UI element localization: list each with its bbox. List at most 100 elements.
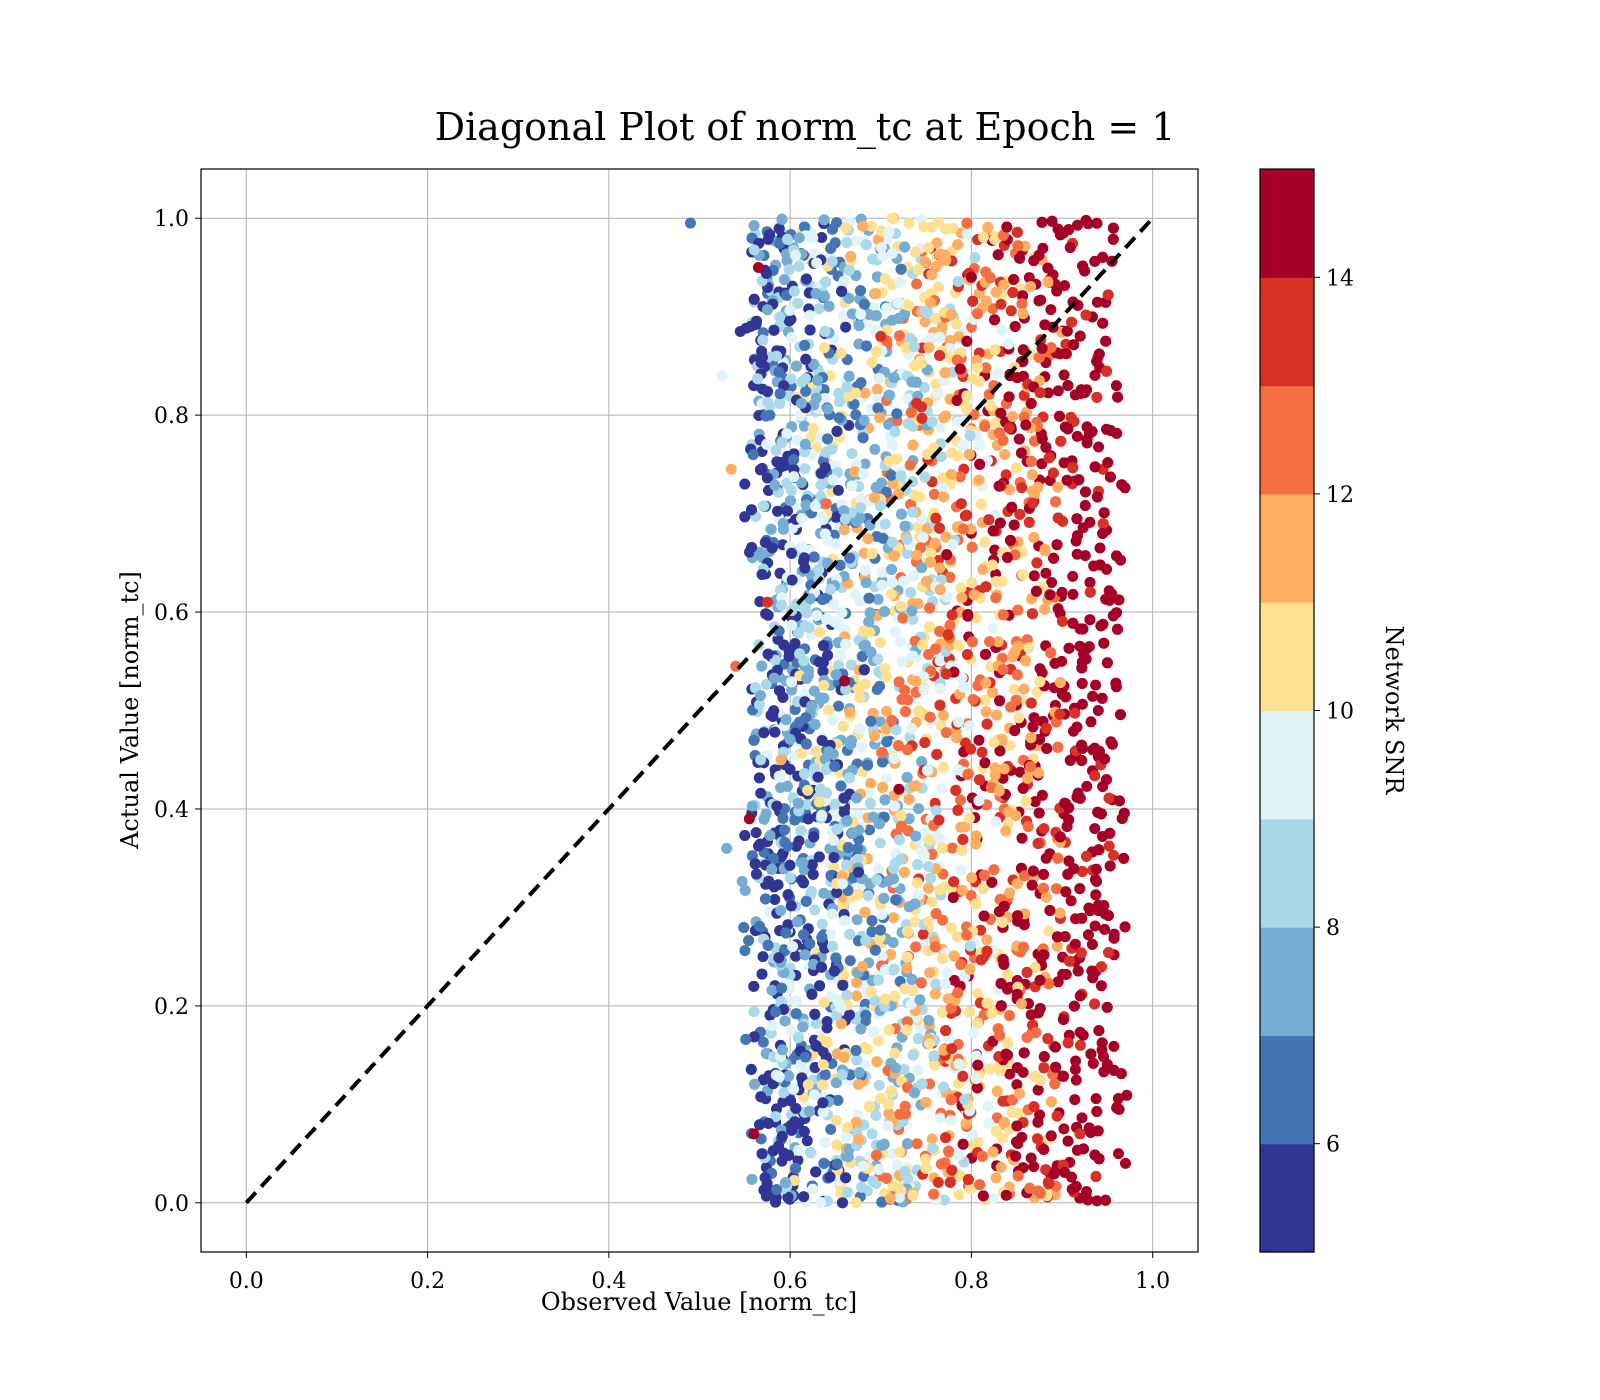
scatter-point xyxy=(755,357,767,369)
scatter-point xyxy=(1032,1133,1043,1145)
scatter-point xyxy=(992,249,1004,261)
scatter-point xyxy=(1010,1150,1022,1162)
scatter-point xyxy=(1003,338,1015,350)
scatter-point xyxy=(1011,1136,1023,1148)
scatter-point xyxy=(957,1070,969,1082)
scatter-point xyxy=(1063,224,1075,236)
scatter-point xyxy=(1091,296,1103,308)
scatter-point xyxy=(1040,722,1052,734)
scatter-point xyxy=(1076,656,1088,668)
scatter-point xyxy=(1046,215,1058,227)
scatter-point xyxy=(1009,725,1021,737)
scatter-point xyxy=(889,426,901,437)
scatter-point xyxy=(779,1015,791,1027)
scatter-point xyxy=(895,263,907,275)
scatter-point xyxy=(1025,761,1036,773)
scatter-point xyxy=(870,288,881,300)
scatter-point xyxy=(817,1106,829,1118)
scatter-point xyxy=(924,621,936,633)
scatter-point xyxy=(820,613,832,625)
scatter-point xyxy=(1037,949,1049,961)
scatter-point xyxy=(974,774,985,786)
scatter-point xyxy=(997,664,1009,676)
scatter-point xyxy=(937,868,949,880)
scatter-point xyxy=(815,467,827,479)
scatter-point xyxy=(820,276,832,288)
scatter-point xyxy=(798,1191,810,1203)
scatter-point xyxy=(1021,966,1033,978)
scatter-point xyxy=(860,577,872,589)
scatter-point xyxy=(781,780,793,792)
scatter-point xyxy=(889,800,901,812)
scatter-point xyxy=(962,609,974,620)
scatter-point xyxy=(758,1184,770,1196)
scatter-point xyxy=(952,276,964,287)
scatter-point xyxy=(817,1059,829,1071)
scatter-point xyxy=(1042,1033,1054,1045)
scatter-point xyxy=(844,552,856,564)
scatter-point xyxy=(966,636,978,648)
scatter-point xyxy=(981,718,993,730)
scatter-point xyxy=(964,940,976,952)
scatter-point xyxy=(863,592,875,604)
scatter-point xyxy=(857,220,869,232)
scatter-point xyxy=(945,1094,957,1106)
scatter-point xyxy=(894,276,906,288)
scatter-point xyxy=(994,745,1006,757)
scatter-point xyxy=(803,622,815,634)
scatter-point xyxy=(1116,813,1128,824)
scatter-point xyxy=(901,951,913,963)
scatter-point xyxy=(934,522,945,534)
scatter-point xyxy=(819,1137,831,1148)
scatter-point xyxy=(1052,512,1064,524)
scatter-point xyxy=(790,1103,802,1114)
scatter-point xyxy=(761,438,773,450)
scatter-point xyxy=(785,495,796,507)
scatter-point xyxy=(1093,905,1104,917)
scatter-point xyxy=(778,1087,790,1099)
scatter-point xyxy=(1098,637,1110,649)
scatter-point xyxy=(860,1009,872,1021)
scatter-point xyxy=(874,500,886,512)
scatter-point xyxy=(755,1091,767,1103)
scatter-point xyxy=(916,412,928,424)
scatter-point xyxy=(906,985,918,997)
scatter-point xyxy=(924,602,936,614)
scatter-point xyxy=(748,980,760,992)
scatter-point xyxy=(1086,965,1098,977)
scatter-point xyxy=(964,1183,976,1195)
scatter-point xyxy=(854,692,866,704)
scatter-point xyxy=(1034,733,1046,745)
scatter-point xyxy=(934,331,946,343)
scatter-point xyxy=(836,1069,848,1081)
scatter-point xyxy=(1062,1135,1074,1147)
scatter-point xyxy=(1036,458,1048,470)
scatter-point xyxy=(953,1149,965,1161)
scatter-point xyxy=(828,965,840,977)
scatter-point xyxy=(886,564,898,575)
scatter-point xyxy=(997,609,1009,621)
scatter-point xyxy=(1112,391,1124,403)
scatter-point xyxy=(1051,883,1062,895)
scatter-point xyxy=(930,378,942,390)
scatter-point xyxy=(858,1042,870,1054)
scatter-point xyxy=(1068,1000,1080,1012)
scatter-point xyxy=(941,591,953,603)
scatter-point xyxy=(967,295,979,307)
scatter-point xyxy=(886,212,898,224)
scatter-point xyxy=(775,905,787,916)
scatter-point xyxy=(898,575,909,587)
scatter-point xyxy=(940,531,952,543)
scatter-point xyxy=(1115,709,1126,721)
scatter-point xyxy=(989,344,1001,356)
scatter-point xyxy=(887,937,899,948)
scatter-point xyxy=(917,531,929,543)
scatter-point xyxy=(1039,545,1051,557)
scatter-point xyxy=(997,1132,1009,1144)
scatter-point xyxy=(736,876,748,887)
scatter-point xyxy=(1052,481,1064,493)
scatter-point xyxy=(926,848,938,860)
scatter-point xyxy=(1004,484,1015,496)
scatter-point xyxy=(771,1184,783,1196)
scatter-point xyxy=(946,1043,958,1055)
